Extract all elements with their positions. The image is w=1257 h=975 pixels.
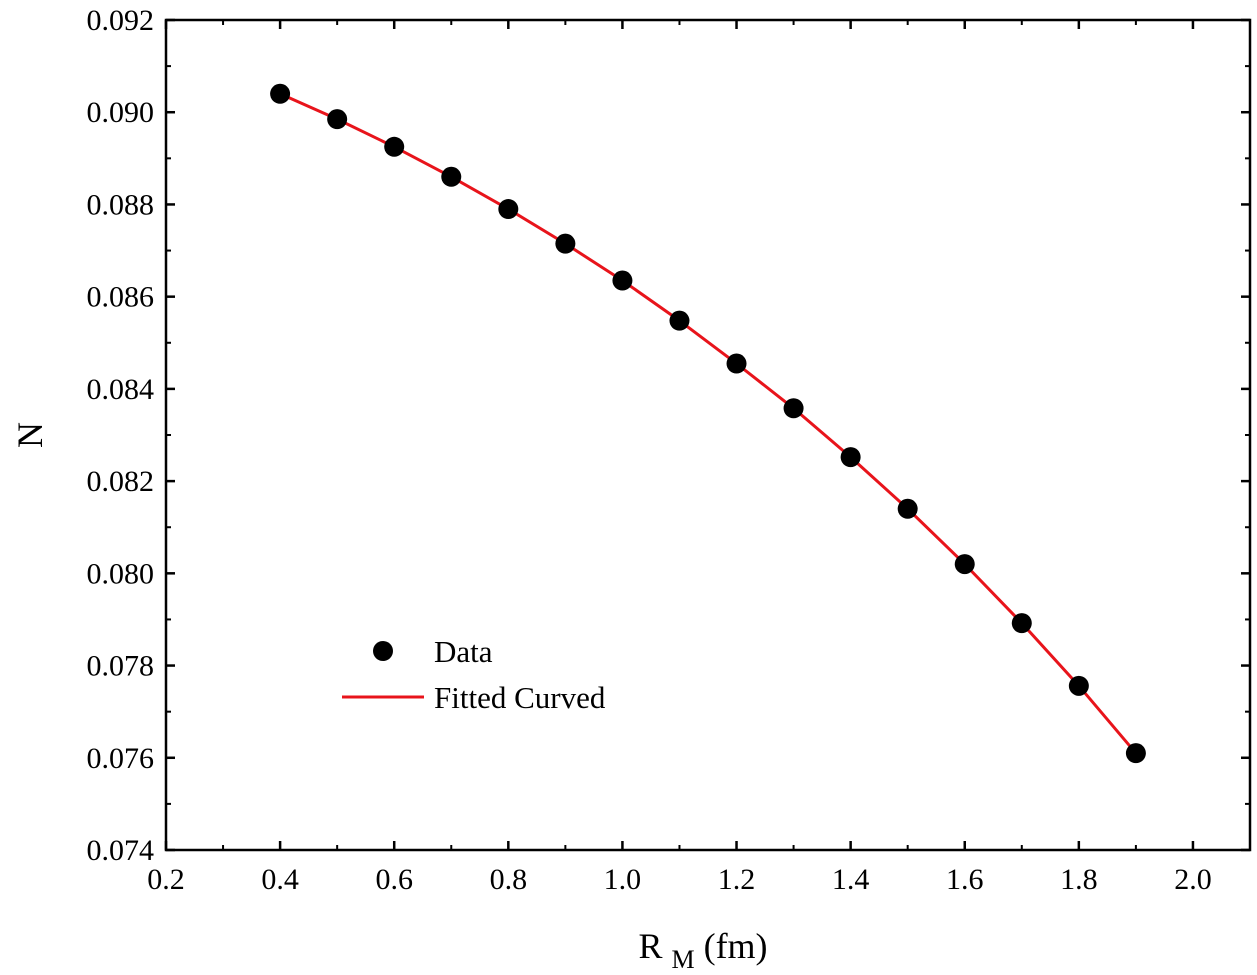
data-point [384,136,405,157]
data-point [555,233,576,254]
y-tick-label: 0.076 [87,742,155,775]
y-tick-label: 0.074 [87,834,155,867]
data-point [726,353,747,374]
y-axis-title: N [10,422,50,448]
plot-frame [164,18,1252,852]
data-point [441,166,462,187]
y-tick-label: 0.084 [87,373,155,406]
data-point [954,554,975,575]
x-tick-label: 1.0 [604,863,642,896]
tick-labels-layer: 0.2 0.4 0.6 0.8 1.0 1.2 1.4 1.6 1.8 2.0 0.074 0.076… [87,4,1212,896]
x-tick-label: 1.6 [946,863,984,896]
y-tick-label: 0.078 [87,650,155,683]
legend-marker-data [373,641,393,661]
data-point [498,199,519,220]
x-axis-title: R M (fm) [638,926,767,975]
legend-label-fit: Fitted Curved [434,680,606,715]
y-tick-label: 0.090 [87,96,155,129]
x-tick-label: 0.4 [261,863,299,896]
y-tick-label: 0.086 [87,281,155,314]
x-tick-label: 1.4 [832,863,870,896]
y-tick-label: 0.082 [87,465,155,498]
data-point [840,447,861,468]
data-point [897,498,918,519]
data-point [669,310,690,331]
x-tick-label: 1.2 [718,863,756,896]
y-tick-label: 0.088 [87,188,155,221]
data-point [327,109,348,130]
data-point [1011,613,1032,634]
x-tick-label: 2.0 [1174,863,1212,896]
legend: Data Fitted Curved [342,634,606,715]
data-point [1125,743,1146,764]
legend-label-data: Data [434,634,493,669]
x-axis-title-subscript: M [671,945,694,974]
x-tick-label: 1.8 [1060,863,1098,896]
x-tick-label: 0.6 [375,863,413,896]
x-axis-title-main: R [638,926,662,966]
data-point [270,83,291,104]
x-axis-title-unit: (fm) [704,926,768,966]
data-point [783,398,804,419]
plot-layer [270,83,1146,764]
data-point [1068,675,1089,696]
y-tick-label: 0.092 [87,4,155,37]
x-tick-label: 0.2 [147,863,185,896]
data-point [612,270,633,291]
y-tick-label: 0.080 [87,557,155,590]
x-tick-label: 0.8 [490,863,528,896]
fitted-curve-line [279,92,1138,755]
